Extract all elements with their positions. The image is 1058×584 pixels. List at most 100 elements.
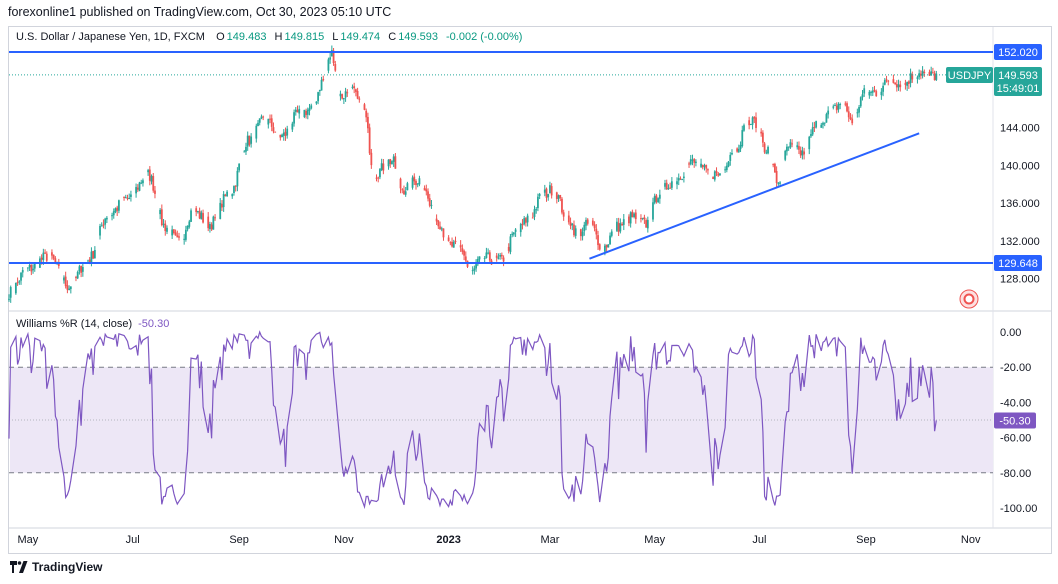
candle-117 [291, 121, 294, 132]
candle-188 [461, 244, 464, 255]
candle-184 [451, 237, 453, 248]
candle-176 [430, 200, 433, 209]
candle-body [858, 106, 860, 113]
candle-129 [318, 89, 321, 96]
candle-334 [811, 122, 814, 137]
candle-28 [76, 270, 79, 280]
candle-body [284, 131, 287, 136]
candle-355 [861, 90, 864, 101]
candle-51 [130, 190, 132, 202]
candle-224 [547, 193, 550, 201]
candle-23 [64, 271, 67, 289]
candle-268 [653, 193, 656, 205]
candle-body [617, 222, 620, 232]
candle-69 [174, 229, 177, 236]
candle-body [75, 277, 77, 279]
candle-body [63, 277, 65, 281]
candle-240 [585, 217, 587, 231]
candle-287 [700, 158, 702, 169]
candle-116 [286, 125, 289, 139]
candle-body [112, 211, 115, 216]
candle-350 [849, 113, 852, 121]
candle-body [162, 223, 165, 225]
candle-body [497, 257, 500, 259]
price-badge-0: 152.020 [994, 44, 1042, 60]
candle-body [719, 173, 721, 176]
candle-body [54, 258, 57, 263]
candle-body [198, 210, 201, 219]
candle-body [820, 124, 823, 128]
candle-body [42, 252, 45, 261]
candle-257 [628, 214, 630, 227]
candle-62 [159, 208, 162, 220]
candle-body [281, 134, 283, 138]
candle-245 [597, 230, 599, 250]
candle-body [57, 262, 60, 266]
candle-body [748, 120, 751, 126]
candle-90 [224, 193, 227, 197]
candle-232 [567, 210, 570, 225]
candle-body [519, 224, 522, 233]
candle-body [787, 146, 790, 148]
candle-249 [607, 244, 610, 248]
candle-body [677, 178, 680, 181]
low-label: L [332, 31, 339, 43]
candle-body [543, 189, 546, 193]
tradingview-footer[interactable]: TradingView [10, 560, 102, 574]
candle-305 [741, 125, 744, 148]
candle-body [882, 85, 884, 92]
candle-body [755, 117, 757, 128]
candle-322 [784, 149, 787, 162]
candle-244 [595, 224, 598, 240]
candle-body [219, 202, 222, 219]
candle-53 [136, 184, 139, 193]
candle-body [210, 224, 213, 230]
candle-body [607, 244, 610, 248]
candle-133 [329, 52, 332, 64]
price-badge-label: 129.648 [998, 258, 1038, 270]
candle-107 [267, 118, 270, 129]
candle-288 [701, 164, 704, 170]
candle-body [124, 197, 127, 199]
candle-body [839, 104, 842, 106]
candle-267 [652, 197, 654, 222]
candle-278 [677, 173, 680, 186]
candle-372 [904, 79, 907, 90]
candle-body [291, 123, 294, 130]
candle-body [880, 91, 883, 96]
candle-body [28, 265, 31, 268]
candle-367 [892, 74, 895, 84]
candle-body [813, 126, 816, 128]
candle-50 [128, 193, 131, 200]
candle-body [66, 285, 69, 290]
candle-body [861, 94, 864, 98]
candle-body [772, 164, 775, 166]
candle-370 [897, 79, 900, 91]
candle-316 [767, 145, 769, 155]
candle-body [653, 196, 656, 203]
candle-70 [176, 230, 179, 238]
candle-187 [459, 240, 462, 252]
candle-306 [743, 123, 745, 132]
candle-body [207, 216, 210, 229]
candle-82 [207, 212, 210, 232]
candle-381 [923, 69, 926, 77]
candle-body [317, 92, 320, 102]
candle-body [14, 282, 17, 294]
candle-body [749, 123, 752, 125]
candle-body [598, 244, 601, 250]
candle-357 [868, 90, 871, 99]
candle-body [475, 264, 477, 269]
candle-body [68, 288, 71, 291]
candle-body [798, 146, 800, 150]
candlestick-series [8, 45, 938, 303]
candle-182 [447, 235, 450, 242]
time-label-9: Nov [961, 534, 981, 546]
candle-93 [233, 185, 235, 196]
candle-91 [226, 190, 228, 198]
candle-143 [353, 82, 356, 94]
candle-body [897, 84, 900, 88]
candle-66 [166, 225, 168, 235]
candle-3 [16, 277, 19, 286]
